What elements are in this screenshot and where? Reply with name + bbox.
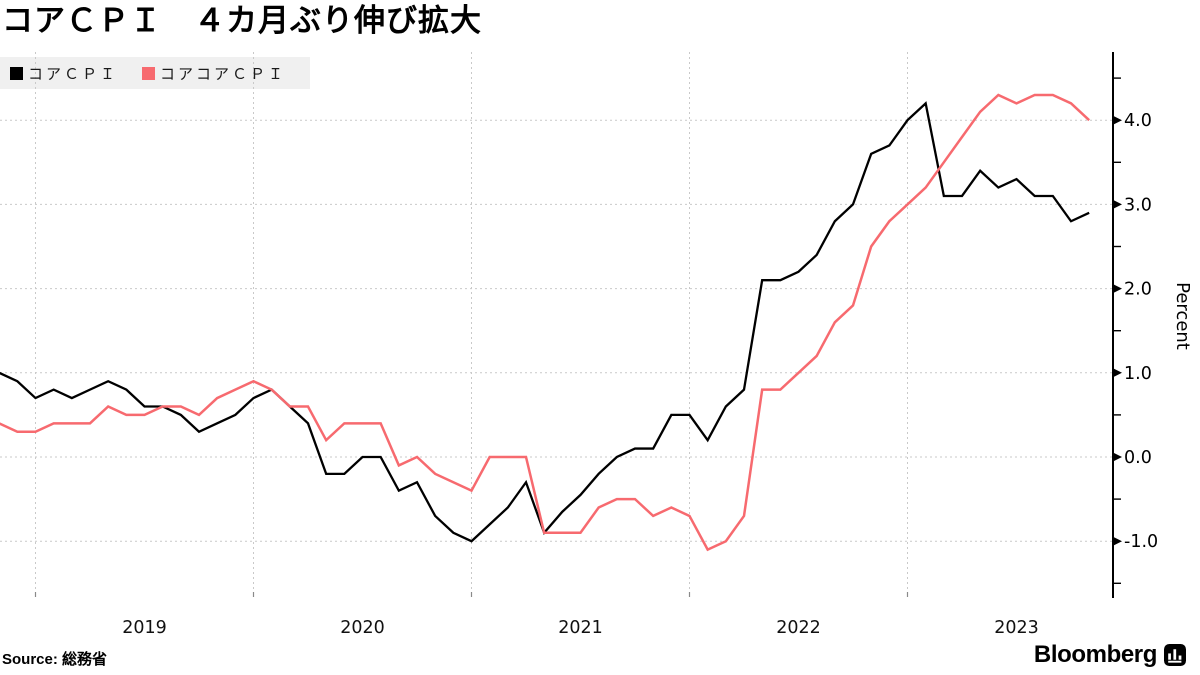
y-tick-arrow-icon — [1113, 452, 1122, 462]
core-cpi-swatch-icon — [10, 66, 23, 80]
bloomberg-logo: Bloomberg — [1034, 641, 1186, 669]
y-axis-title: Percent — [1172, 282, 1193, 350]
legend-item-core-cpi: コアＣＰＩ — [10, 63, 118, 84]
x-tick-label: 2019 — [122, 618, 167, 638]
legend-label-core-cpi: コアＣＰＩ — [28, 65, 119, 83]
x-tick-label: 2022 — [776, 618, 821, 638]
chart-title: コアＣＰＩ ４カ月ぶり伸び拡大 — [2, 3, 482, 38]
legend: コアＣＰＩ コアコアＣＰＩ — [0, 57, 310, 89]
y-tick-arrow-icon — [1113, 199, 1122, 209]
y-tick-label: 2.0 — [1124, 280, 1152, 300]
x-tick-label: 2021 — [558, 618, 603, 638]
y-tick-label: 0.0 — [1124, 448, 1152, 468]
source-name: 総務省 — [62, 651, 108, 668]
y-tick-arrow-icon — [1113, 115, 1122, 125]
legend-item-core-core-cpi: コアコアＣＰＩ — [142, 63, 286, 84]
core-core-cpi-swatch-icon — [142, 66, 156, 80]
source-attribution: Source: 総務省 — [2, 648, 107, 669]
source-prefix: Source: — [2, 651, 58, 668]
legend-label-core-core-cpi: コアコアＣＰＩ — [160, 65, 287, 83]
y-tick-label: 3.0 — [1124, 195, 1152, 215]
y-tick-arrow-icon — [1113, 284, 1122, 294]
y-tick-label: 4.0 — [1124, 111, 1152, 131]
series-line-core-core-cpi — [0, 93, 1091, 552]
bloomberg-wordmark: Bloomberg — [1033, 641, 1157, 668]
x-tick-label: 2020 — [340, 618, 385, 638]
x-tick-label: 2023 — [994, 618, 1039, 638]
y-tick-label: -1.0 — [1124, 532, 1158, 552]
bloomberg-terminal-icon — [1164, 644, 1186, 666]
y-tick-arrow-icon — [1113, 536, 1122, 546]
series-line-core-cpi — [0, 101, 1090, 543]
y-tick-label: 1.0 — [1124, 364, 1152, 384]
y-tick-arrow-icon — [1113, 368, 1122, 378]
